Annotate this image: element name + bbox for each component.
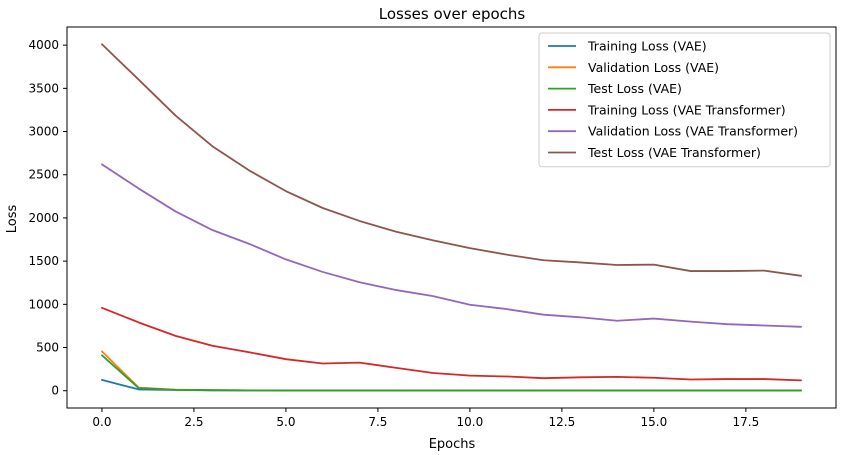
legend-box — [538, 32, 831, 168]
x-axis-label: Epochs — [429, 437, 476, 452]
legend-entry-label: Test Loss (VAE Transformer) — [587, 145, 761, 160]
series-line-0 — [101, 379, 802, 392]
x-tick-label: 2.5 — [184, 415, 203, 429]
x-tick-label: 17.5 — [732, 415, 759, 429]
y-tick-label: 0 — [51, 384, 59, 398]
y-axis-label: Loss — [5, 205, 20, 234]
series-line-3 — [101, 306, 802, 382]
series-line-5 — [101, 43, 802, 277]
legend-entry-label: Training Loss (VAE) — [587, 39, 707, 54]
y-tick-label: 3500 — [28, 81, 59, 95]
legend-entry-label: Training Loss (VAE Transformer) — [587, 102, 786, 117]
y-tick-label: 3000 — [28, 125, 59, 139]
y-tick-label: 500 — [36, 341, 59, 355]
x-tick-label: 0.0 — [92, 415, 111, 429]
plot-area: 0.0 2.5 5.0 7.5 10.0 12.5 15.0 17.5 0 500 1000 1500… — [28, 26, 837, 429]
legend: Training Loss (VAE) Validation Loss (VAE)… — [538, 32, 831, 168]
x-tick-label: 15.0 — [641, 415, 668, 429]
y-tick-label: 1000 — [28, 297, 59, 311]
series-line-1 — [101, 350, 802, 392]
y-tick-label: 4000 — [28, 38, 59, 52]
legend-entry-label: Test Loss (VAE) — [587, 81, 682, 96]
y-tick-label: 1500 — [28, 254, 59, 268]
chart-title: Losses over epochs — [379, 5, 526, 23]
x-tick-label: 12.5 — [549, 415, 576, 429]
x-tick-label: 5.0 — [276, 415, 295, 429]
series-line-4 — [101, 163, 802, 328]
x-tick-label: 7.5 — [368, 415, 387, 429]
series-line-2 — [101, 354, 802, 392]
legend-entry-label: Validation Loss (VAE Transformer) — [588, 124, 798, 139]
x-tick-label: 10.0 — [457, 415, 484, 429]
y-tick-label: 2500 — [28, 168, 59, 182]
legend-entry-label: Validation Loss (VAE) — [588, 60, 719, 75]
y-tick-label: 2000 — [28, 211, 59, 225]
